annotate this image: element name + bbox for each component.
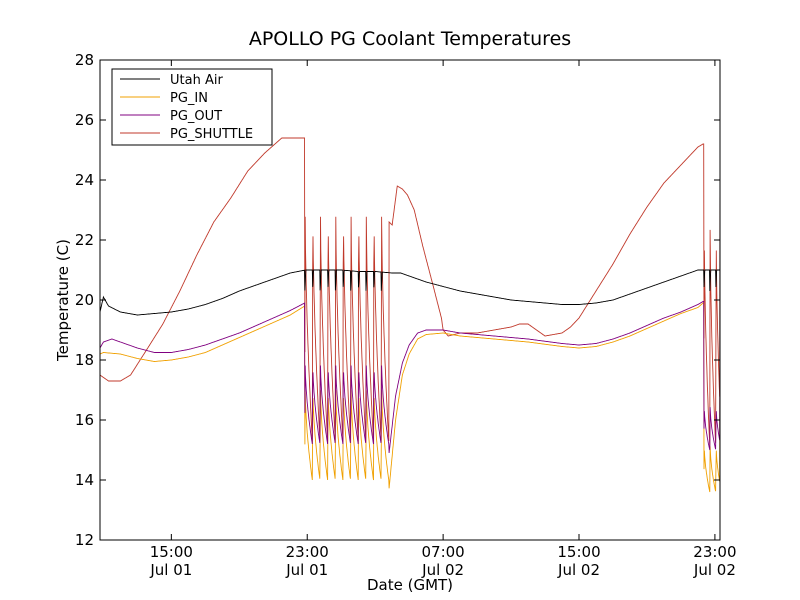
legend-label-pg-in: PG_IN — [170, 91, 208, 106]
series-line-pg-out — [100, 301, 720, 454]
series-line-pg-in — [100, 302, 720, 493]
x-tick-label-date: Jul 02 — [557, 561, 600, 579]
y-tick-label: 18 — [75, 351, 94, 369]
legend: Utah Air PG_IN PG_OUT PG_SHUTTLE — [111, 68, 273, 146]
y-tick-label: 22 — [75, 231, 94, 249]
x-tick-label-date: Jul 01 — [149, 561, 192, 579]
legend-label-pg-out: PG_OUT — [170, 109, 222, 124]
x-tick-label-time: 15:00 — [150, 543, 193, 561]
x-tick-label-date: Jul 02 — [421, 561, 464, 579]
legend-label-utah-air: Utah Air — [170, 73, 223, 88]
legend-label-pg-shuttle: PG_SHUTTLE — [170, 127, 253, 142]
series-layer — [100, 137, 720, 493]
x-tick-label-date: Jul 02 — [693, 561, 736, 579]
series-line-pg-shuttle — [100, 137, 720, 448]
y-axis-label: Temperature (C) — [54, 239, 72, 362]
y-tick-label: 26 — [75, 111, 94, 129]
y-tick-label: 24 — [75, 171, 94, 189]
y-axis: 12 14 16 18 20 22 24 26 28 — [75, 51, 720, 549]
y-tick-label: 16 — [75, 411, 94, 429]
series-line-utah-air — [100, 269, 720, 316]
chart-title: APOLLO PG Coolant Temperatures — [249, 28, 571, 50]
x-axis-label: Date (GMT) — [367, 576, 453, 594]
y-tick-label: 12 — [75, 531, 94, 549]
x-tick-label-time: 23:00 — [286, 543, 329, 561]
x-tick-label-time: 15:00 — [557, 543, 600, 561]
x-tick-label-time: 07:00 — [422, 543, 465, 561]
x-tick-label-time: 23:00 — [693, 543, 736, 561]
legend-box — [111, 68, 273, 146]
y-tick-label: 20 — [75, 291, 94, 309]
x-tick-label-date: Jul 01 — [285, 561, 328, 579]
y-tick-label: 28 — [75, 51, 94, 69]
y-tick-label: 14 — [75, 471, 94, 489]
